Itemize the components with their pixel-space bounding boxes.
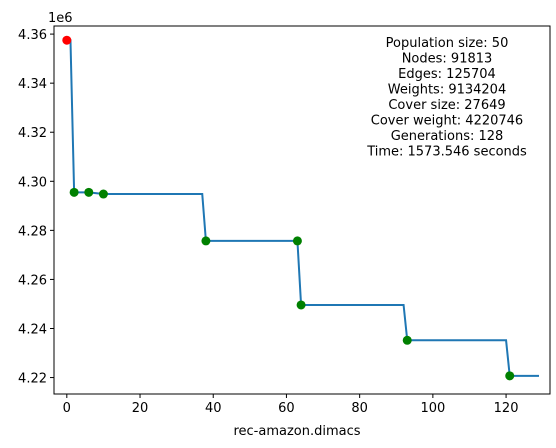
x-tick-label: 20 xyxy=(132,401,149,416)
improvement-point xyxy=(505,371,515,381)
x-axis-label: rec-amazon.dimacs xyxy=(233,424,360,439)
improvement-point xyxy=(69,187,79,197)
x-tick-label: 0 xyxy=(63,401,71,416)
x-tick-label: 60 xyxy=(278,401,295,416)
annotation-line: Time: 1573.546 seconds xyxy=(366,145,527,160)
x-tick-label: 40 xyxy=(205,401,222,416)
plot-frame xyxy=(53,25,551,395)
improvement-point xyxy=(201,236,211,246)
y-tick-label: 4.24 xyxy=(18,322,47,337)
y-tick-label: 4.28 xyxy=(18,224,47,239)
improvement-point xyxy=(98,189,108,199)
y-tick-label: 4.36 xyxy=(18,28,47,43)
improvement-point xyxy=(292,236,302,246)
x-tick-label: 80 xyxy=(351,401,368,416)
annotation-line: Edges: 125704 xyxy=(398,67,496,82)
y-tick-label: 4.26 xyxy=(18,273,47,288)
x-tick-label: 120 xyxy=(494,401,519,416)
plot-layer: 0 20 40 60 80 100 120 4.22 4.24 4.26 4.28 4.30 4.32 4… xyxy=(18,28,540,416)
annotation-line: Generations: 128 xyxy=(391,129,504,144)
annotation-line: Nodes: 91813 xyxy=(402,52,493,67)
initial-point xyxy=(62,35,72,45)
y-tick-label: 4.34 xyxy=(18,77,47,92)
annotation-line: Cover size: 27649 xyxy=(388,98,505,113)
y-offset-label: 1e6 xyxy=(48,11,73,26)
annotation-line: Population size: 50 xyxy=(386,36,509,51)
annotation-line: Cover weight: 4220746 xyxy=(371,114,523,129)
y-tick-label: 4.32 xyxy=(18,126,47,141)
improvement-point xyxy=(296,300,306,310)
x-tick-label: 100 xyxy=(420,401,445,416)
improvement-point xyxy=(402,335,412,345)
y-tick-label: 4.22 xyxy=(18,372,47,387)
y-tick-label: 4.30 xyxy=(18,175,47,190)
annotation-line: Weights: 9134204 xyxy=(388,83,506,98)
improvement-point xyxy=(84,187,94,197)
